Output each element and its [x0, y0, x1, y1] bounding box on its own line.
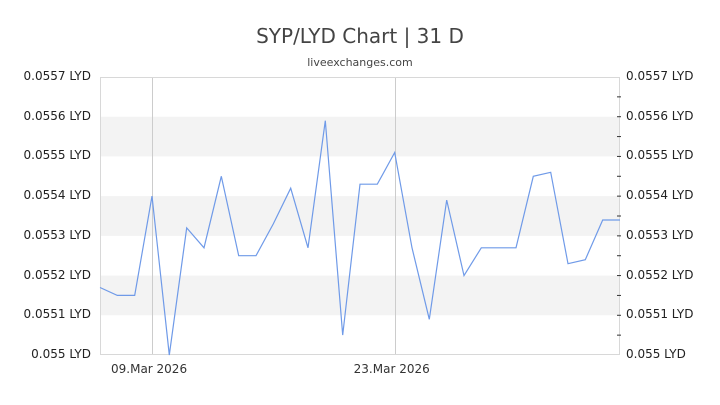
series-line-syp-lyd — [99, 120, 620, 356]
y-tick-label-left: 0.055 LYD — [31, 347, 91, 361]
y-tick-label-right: 0.0554 LYD — [626, 188, 694, 203]
chart-subtitle: liveexchanges.com — [307, 56, 413, 69]
y-tick-label-right: 0.055 LYD — [626, 347, 686, 361]
y-tick-label-left: 0.0554 LYD — [23, 188, 91, 203]
right-axis-ticks — [617, 96, 621, 336]
y-tick-label-right: 0.0553 LYD — [626, 227, 694, 242]
y-tick-label-left: 0.0553 LYD — [23, 227, 91, 242]
y-tick-label-right: 0.0552 LYD — [626, 267, 694, 282]
y-tick-label-right: 0.0556 LYD — [626, 108, 694, 123]
y-tick-label-right: 0.0557 LYD — [626, 69, 694, 83]
y-tick-label-right: 0.0555 LYD — [626, 148, 694, 163]
x-tick-label: 09.Mar 2026 — [111, 362, 188, 376]
y-tick-label-left: 0.0557 LYD — [23, 69, 91, 83]
grid-bands — [100, 116, 620, 316]
y-tick-label-left: 0.0555 LYD — [23, 148, 91, 163]
y-tick-label-left: 0.0551 LYD — [23, 307, 91, 322]
y-tick-label-right: 0.0551 LYD — [626, 307, 694, 322]
chart-title: SYP/LYD Chart | 31 D — [256, 24, 464, 48]
y-tick-label-left: 0.0556 LYD — [23, 108, 91, 123]
x-tick-label: 23.Mar 2026 — [353, 362, 430, 376]
vertical-gridlines — [152, 77, 396, 355]
y-tick-label-left: 0.0552 LYD — [23, 267, 91, 282]
